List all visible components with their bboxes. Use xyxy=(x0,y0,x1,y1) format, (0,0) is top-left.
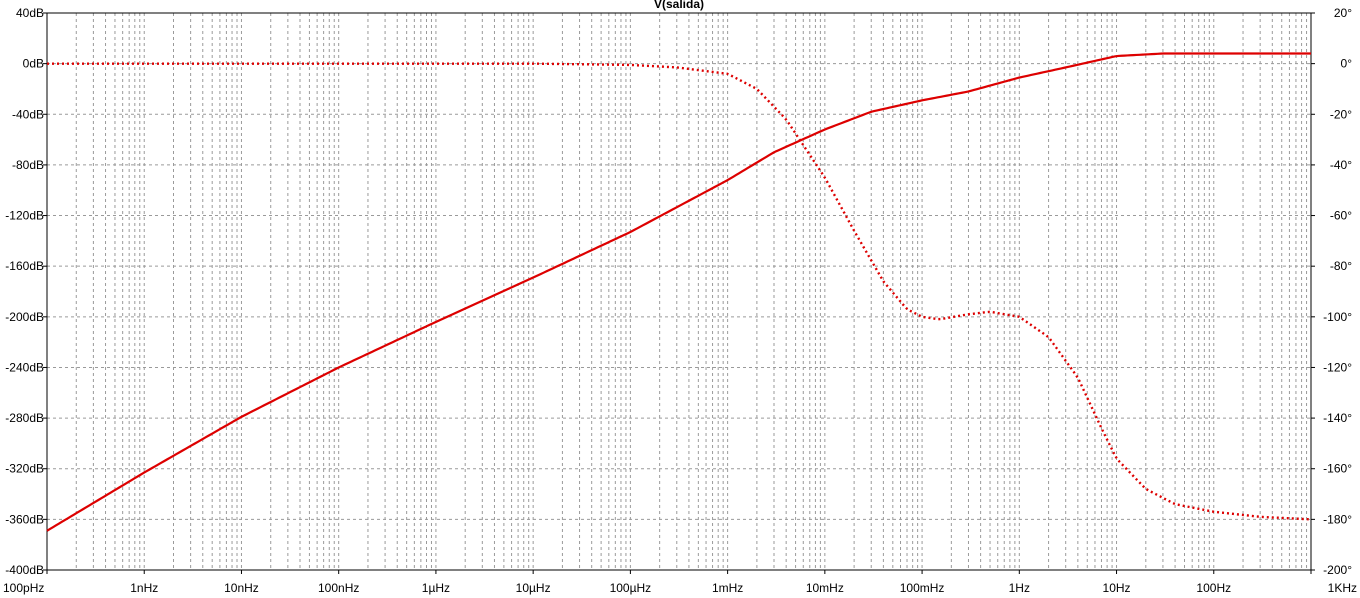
x-tick-label: 100Hz xyxy=(1196,581,1231,595)
right-tick-label: -80° xyxy=(1330,259,1352,273)
x-tick-label: 1µHz xyxy=(422,581,450,595)
x-tick-label: 1Hz xyxy=(1009,581,1030,595)
x-tick-label: 10µHz xyxy=(516,581,551,595)
left-tick-label: -160dB xyxy=(5,259,44,273)
x-tick-label: 1nHz xyxy=(130,581,158,595)
x-tick-label: 1KHz xyxy=(1328,581,1357,595)
x-tick-label: 10mHz xyxy=(806,581,844,595)
x-tick-label: 10Hz xyxy=(1103,581,1131,595)
left-tick-label: 0dB xyxy=(23,57,44,71)
right-tick-label: -120° xyxy=(1323,360,1352,374)
left-tick-label: -40dB xyxy=(12,107,44,121)
left-tick-label: 40dB xyxy=(16,6,44,20)
x-tick-label: 1mHz xyxy=(712,581,743,595)
right-axis-ticks: 20° 0° -20° -40° -60° -80° -100° -120° -140° -160… xyxy=(1311,6,1352,577)
right-tick-label: -60° xyxy=(1330,209,1352,223)
left-tick-label: -240dB xyxy=(5,360,44,374)
phase-trace[interactable] xyxy=(47,62,1312,521)
right-tick-label: -100° xyxy=(1323,310,1352,324)
x-axis-ticks: 100pHz 1nHz 10nHz 100nHz 1µHz 10µHz 100µHz 1mHz… xyxy=(3,570,1357,595)
left-tick-label: -280dB xyxy=(5,411,44,425)
x-tick-label: 100nHz xyxy=(318,581,359,595)
left-tick-label: -400dB xyxy=(5,563,44,577)
plot-frame xyxy=(46,12,1312,571)
right-tick-label: -140° xyxy=(1323,411,1352,425)
magnitude-trace[interactable] xyxy=(46,52,1311,532)
x-tick-label: 100pHz xyxy=(3,581,44,595)
right-tick-label: -160° xyxy=(1323,462,1352,476)
left-tick-label: -320dB xyxy=(5,462,44,476)
right-tick-label: -20° xyxy=(1330,107,1352,121)
x-tick-label: 100µHz xyxy=(610,581,652,595)
x-tick-label: 100mHz xyxy=(900,581,945,595)
right-tick-label: -180° xyxy=(1323,512,1352,526)
right-tick-label: 20° xyxy=(1334,6,1352,20)
left-tick-label: -80dB xyxy=(12,158,44,172)
grid-lines xyxy=(47,13,1311,570)
series-layer xyxy=(46,52,1312,532)
left-tick-label: -200dB xyxy=(5,310,44,324)
x-tick-label: 10nHz xyxy=(224,581,259,595)
left-tick-label: -360dB xyxy=(5,512,44,526)
right-tick-label: 0° xyxy=(1341,57,1353,71)
right-tick-label: -200° xyxy=(1323,563,1352,577)
left-tick-label: -120dB xyxy=(5,209,44,223)
left-axis-ticks: 40dB 0dB -40dB -80dB -120dB -160dB -200dB -240d… xyxy=(5,6,47,577)
chart-title[interactable]: V(salida) xyxy=(654,0,704,11)
right-tick-label: -40° xyxy=(1330,158,1352,172)
